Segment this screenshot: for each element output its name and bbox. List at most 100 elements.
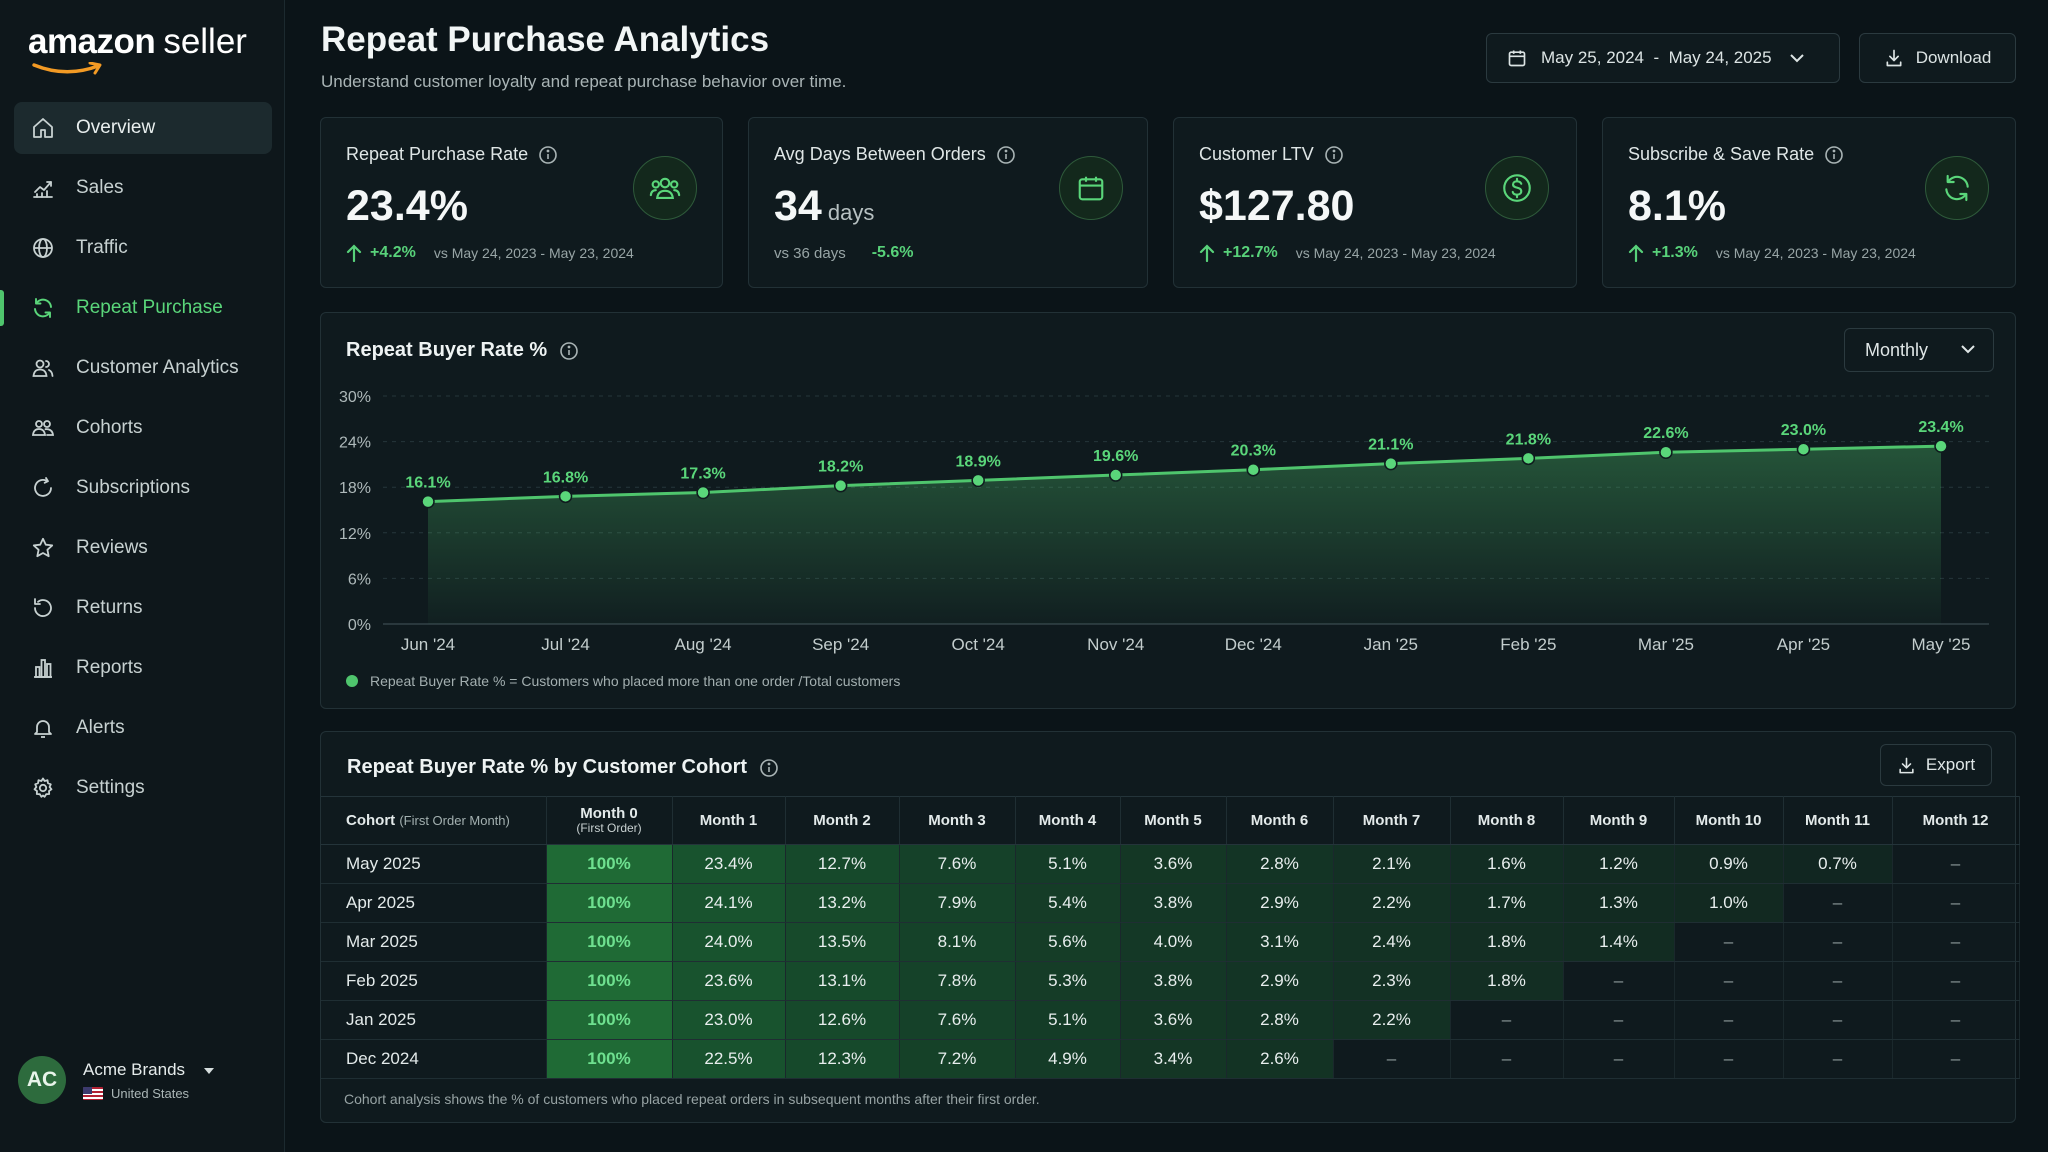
column-header-month-4[interactable]: Month 4 xyxy=(1015,796,1121,845)
sidebar-item-customer-analytics[interactable]: Customer Analytics xyxy=(14,342,272,394)
table-cell: – xyxy=(1783,961,1893,1001)
x-tick-label: Mar '25 xyxy=(1638,635,1694,654)
table-row[interactable]: Feb 2025 100% 23.6% 13.1% 7.8% 5.3% 3.8% 2.9% 2.… xyxy=(321,961,2020,1001)
table-cell: 2.3% xyxy=(1333,961,1451,1001)
kpi-compare: vs 36 days xyxy=(774,244,846,262)
info-icon[interactable] xyxy=(559,341,579,361)
kpi-value: 8.1% xyxy=(1628,182,1727,230)
column-header-month-3[interactable]: Month 3 xyxy=(899,796,1016,845)
table-row[interactable]: Jan 2025 100% 23.0% 12.6% 7.6% 5.1% 3.6% 2.8% 2.… xyxy=(321,1000,2020,1040)
sidebar-item-label: Traffic xyxy=(76,237,128,258)
sidebar-item-label: Alerts xyxy=(76,717,125,738)
globe-icon xyxy=(30,235,56,261)
sidebar-item-label: Reports xyxy=(76,657,143,678)
kpi-label: Subscribe & Save Rate xyxy=(1628,144,1815,164)
kpi-delta: +1.3% xyxy=(1628,244,1698,262)
info-icon[interactable] xyxy=(1324,145,1344,165)
table-cell: 5.4% xyxy=(1015,883,1121,923)
arrow-up-icon xyxy=(1628,244,1644,262)
column-header-month-0[interactable]: Month 0 (First Order) xyxy=(546,796,673,845)
x-tick-label: Jan '25 xyxy=(1364,635,1418,654)
data-point xyxy=(1659,445,1673,459)
table-cell: 1.7% xyxy=(1450,883,1564,923)
sidebar-item-alerts[interactable]: Alerts xyxy=(14,702,272,754)
data-point xyxy=(1246,462,1261,477)
column-header-month-1[interactable]: Month 1 xyxy=(672,796,786,845)
table-cell: – xyxy=(1563,1039,1675,1079)
table-row[interactable]: Dec 2024 100% 22.5% 12.3% 7.2% 4.9% 3.4% 2.6% – –… xyxy=(321,1039,2020,1079)
table-cell: 1.6% xyxy=(1450,844,1564,884)
table-row[interactable]: May 2025 100% 23.4% 12.7% 7.6% 5.1% 3.6% 2.8% 2.… xyxy=(321,844,2020,884)
account-switcher[interactable]: AC Acme Brands United States xyxy=(18,1054,268,1104)
sidebar-item-reviews[interactable]: Reviews xyxy=(14,522,272,574)
sidebar-item-settings[interactable]: Settings xyxy=(14,762,272,814)
table-cell: 3.1% xyxy=(1226,922,1334,962)
users-icon xyxy=(633,156,697,220)
info-icon[interactable] xyxy=(538,145,558,165)
table-cell: 2.8% xyxy=(1226,1000,1334,1040)
table-row[interactable]: Apr 2025 100% 24.1% 13.2% 7.9% 5.4% 3.8% 2.9% 2.… xyxy=(321,883,2020,923)
calendar-icon xyxy=(1059,156,1123,220)
kpi-label: Customer LTV xyxy=(1199,144,1314,164)
dollar-icon xyxy=(1485,156,1549,220)
export-button[interactable]: Export xyxy=(1880,744,1992,786)
date-range-picker[interactable]: May 25, 2024 - May 24, 2025 xyxy=(1486,33,1840,83)
table-cell: 2.9% xyxy=(1226,961,1334,1001)
column-header-month-6[interactable]: Month 6 xyxy=(1226,796,1334,845)
kpi-compare: vs May 24, 2023 - May 23, 2024 xyxy=(1715,245,1916,261)
cohort-title: Repeat Buyer Rate % by Customer Cohort xyxy=(347,756,748,778)
table-cell: 8.1% xyxy=(899,922,1016,962)
sidebar-item-subscriptions[interactable]: Subscriptions xyxy=(14,462,272,514)
table-cell: 24.1% xyxy=(672,883,786,923)
x-tick-label: Sep '24 xyxy=(812,635,869,654)
x-tick-label: Nov '24 xyxy=(1087,635,1144,654)
table-cell: 2.2% xyxy=(1333,883,1451,923)
table-cell: 0.9% xyxy=(1674,844,1784,884)
sidebar-item-overview[interactable]: Overview xyxy=(14,102,272,154)
column-header-month-2[interactable]: Month 2 xyxy=(785,796,900,845)
sidebar-item-repeat-purchase[interactable]: Repeat Purchase xyxy=(0,282,272,334)
data-point xyxy=(1384,456,1398,471)
table-cell: 2.8% xyxy=(1226,844,1334,884)
data-label: 16.1% xyxy=(405,475,450,492)
column-header-month-10[interactable]: Month 10 xyxy=(1674,796,1784,845)
table-cell: 13.2% xyxy=(785,883,900,923)
logo-word-amazon: amazon xyxy=(28,22,156,61)
column-header-month-9[interactable]: Month 9 xyxy=(1563,796,1675,845)
amazon-seller-logo[interactable]: amazon seller xyxy=(28,22,247,75)
download-button[interactable]: Download xyxy=(1859,33,2016,83)
table-cell: 4.0% xyxy=(1120,922,1227,962)
data-label: 21.8% xyxy=(1506,431,1551,448)
sidebar-item-label: Customer Analytics xyxy=(76,357,239,378)
table-cell: 2.6% xyxy=(1226,1039,1334,1079)
chart-legend: Repeat Buyer Rate % = Customers who plac… xyxy=(346,673,900,689)
column-header-month-7[interactable]: Month 7 xyxy=(1333,796,1451,845)
column-header-month-12[interactable]: Month 12 xyxy=(1892,796,2020,845)
column-header-month-11[interactable]: Month 11 xyxy=(1783,796,1893,845)
sidebar-item-sales[interactable]: Sales xyxy=(14,162,272,214)
info-icon[interactable] xyxy=(759,758,779,778)
info-icon[interactable] xyxy=(1824,145,1844,165)
us-flag-icon xyxy=(83,1087,103,1100)
sidebar-item-traffic[interactable]: Traffic xyxy=(14,222,272,274)
series-area xyxy=(428,446,1941,624)
table-cell: 2.2% xyxy=(1333,1000,1451,1040)
sidebar-item-cohorts[interactable]: Cohorts xyxy=(14,402,272,454)
caret-down-icon[interactable] xyxy=(203,1067,215,1075)
table-cell: 23.6% xyxy=(672,961,786,1001)
table-row[interactable]: Mar 2025 100% 24.0% 13.5% 8.1% 5.6% 4.0% 3.1% 2.… xyxy=(321,922,2020,962)
column-header-cohort[interactable]: Cohort (First Order Month) xyxy=(321,796,547,845)
sidebar-item-returns[interactable]: Returns xyxy=(14,582,272,634)
period-select[interactable]: Monthly xyxy=(1844,328,1994,372)
refresh-icon xyxy=(30,295,56,321)
cohort-label: Feb 2025 xyxy=(321,961,547,1001)
table-cell: 5.1% xyxy=(1015,1000,1121,1040)
table-cell: – xyxy=(1333,1039,1451,1079)
sidebar-item-reports[interactable]: Reports xyxy=(14,642,272,694)
column-header-month-8[interactable]: Month 8 xyxy=(1450,796,1564,845)
kpi-card-avg-days-between-orders: Avg Days Between Orders 34 days vs 36 day… xyxy=(748,117,1148,288)
info-icon[interactable] xyxy=(996,145,1016,165)
data-point xyxy=(696,485,710,500)
users-icon xyxy=(30,355,56,381)
column-header-month-5[interactable]: Month 5 xyxy=(1120,796,1227,845)
